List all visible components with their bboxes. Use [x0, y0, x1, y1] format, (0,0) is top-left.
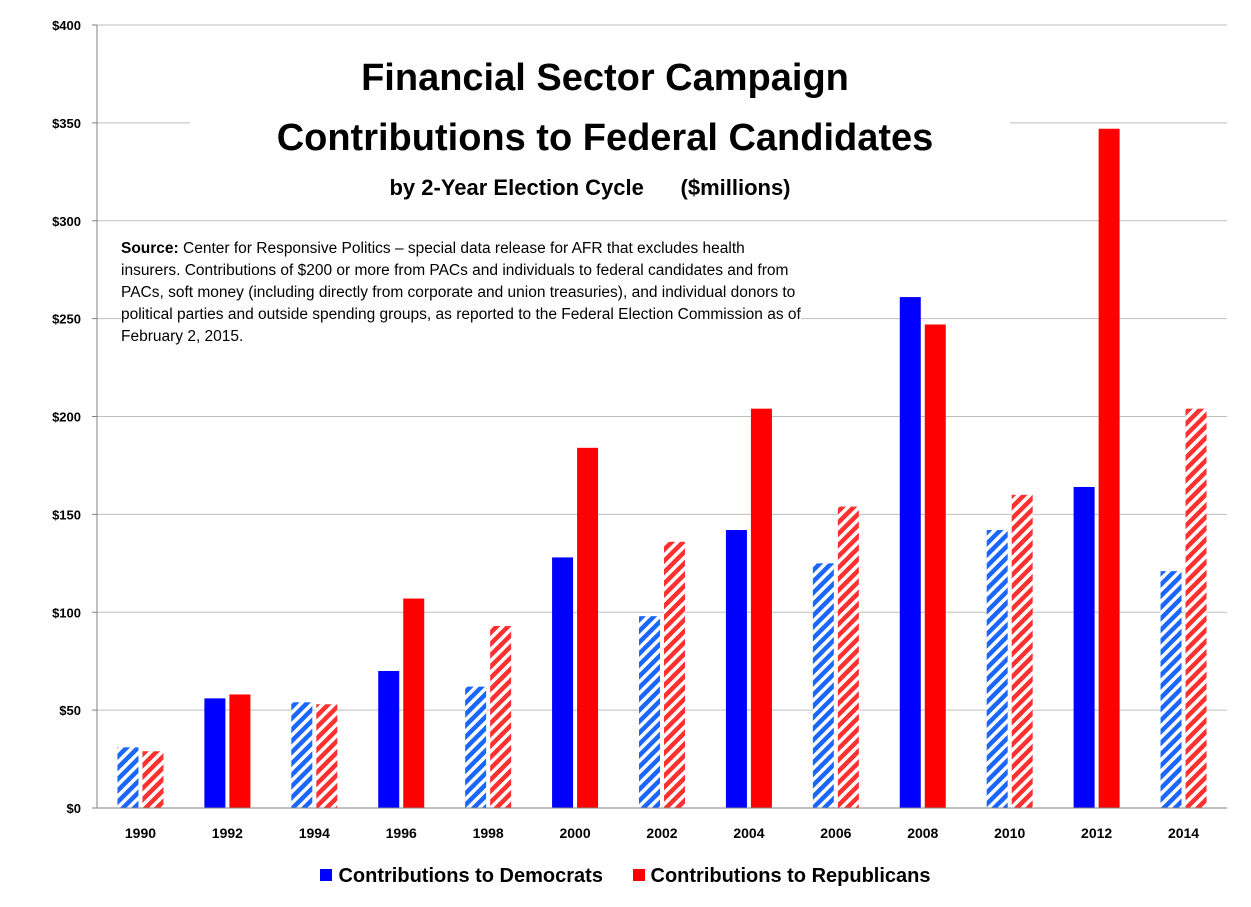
chart-title-line-2: Contributions to Federal Candidates [277, 117, 934, 159]
x-tick-label: 2006 [820, 825, 851, 841]
x-tick-label: 1998 [473, 825, 504, 841]
bar-democrats-1994 [291, 702, 313, 808]
x-tick-label: 2012 [1081, 825, 1112, 841]
y-tick-label: $200 [52, 410, 81, 425]
bar-republicans-2002 [664, 541, 685, 808]
bar-democrats-2000 [552, 557, 574, 808]
bars [117, 128, 1207, 808]
bar-republicans-2010 [1011, 494, 1033, 808]
y-tick-labels: $0 $50 $100 $150 $200 $250 $300 $350 $400 [52, 18, 81, 816]
bar-republicans-1998 [490, 625, 512, 808]
bar-democrats-1998 [465, 686, 487, 808]
x-tick-label: 1994 [299, 825, 330, 841]
bar-democrats-2014 [1160, 571, 1182, 808]
x-tick-label: 1992 [212, 825, 243, 841]
bar-republicans-1994 [316, 704, 338, 808]
bar-democrats-2008 [899, 297, 921, 808]
chart-title-line-1: Financial Sector Campaign [361, 57, 849, 99]
bar-republicans-2012 [1098, 128, 1120, 808]
legend-item-republicans: Contributions to Republicans [632, 865, 931, 888]
legend: Contributions to Democrats Contributions… [0, 865, 1251, 888]
x-tick-labels: 1990 1992 1994 1996 1998 2000 2002 2004 2006 2008… [125, 825, 1199, 841]
bar-democrats-1992 [204, 698, 226, 808]
bar-republicans-2008 [924, 324, 946, 808]
axes [96, 25, 1227, 809]
x-tick-label: 2000 [559, 825, 590, 841]
y-tick-label: $100 [52, 605, 81, 620]
title-background [190, 40, 1010, 220]
y-tick-label: $400 [52, 18, 81, 33]
x-tick-label: 2002 [646, 825, 677, 841]
chart-subtitle: by 2-Year Election Cycle ($millions) [389, 175, 790, 200]
x-tick-label: 1996 [386, 825, 417, 841]
bar-republicans-1996 [403, 598, 425, 808]
x-tick-label: 2010 [994, 825, 1025, 841]
bar-republicans-1992 [229, 694, 251, 808]
legend-label-republicans: Contributions to Republicans [650, 865, 931, 887]
bar-republicans-2014 [1185, 408, 1207, 808]
legend-swatch-democrats [320, 869, 333, 881]
bar-republicans-1990 [142, 751, 164, 808]
y-tick-label: $50 [59, 703, 81, 718]
legend-item-democrats: Contributions to Democrats [320, 865, 603, 888]
y-tick-label: $350 [52, 116, 81, 131]
bar-republicans-2006 [837, 506, 859, 808]
legend-swatch-republicans [632, 869, 645, 881]
y-tick-label: $250 [52, 312, 81, 327]
bar-republicans-2004 [750, 408, 772, 808]
source-text: Center for Responsive Politics – special… [121, 240, 801, 345]
y-tick-label: $150 [52, 507, 81, 522]
bar-democrats-2010 [986, 530, 1008, 808]
bar-democrats-2004 [725, 530, 747, 808]
x-tick-label: 2004 [733, 825, 764, 841]
bar-democrats-2012 [1073, 486, 1095, 808]
y-tick-label: $300 [52, 214, 81, 229]
bar-republicans-2000 [577, 447, 599, 808]
x-tick-label: 2014 [1168, 825, 1199, 841]
x-tick-label: 1990 [125, 825, 156, 841]
legend-label-democrats: Contributions to Democrats [338, 865, 603, 887]
y-tick-label: $0 [67, 801, 81, 816]
bar-democrats-2006 [812, 563, 834, 808]
source-label: Source: [121, 240, 179, 257]
source-note: Source: Center for Responsive Politics –… [121, 238, 801, 348]
x-tick-label: 2008 [907, 825, 938, 841]
bar-democrats-1996 [378, 670, 400, 808]
bar-democrats-1990 [117, 747, 139, 808]
bar-democrats-2002 [639, 616, 660, 808]
